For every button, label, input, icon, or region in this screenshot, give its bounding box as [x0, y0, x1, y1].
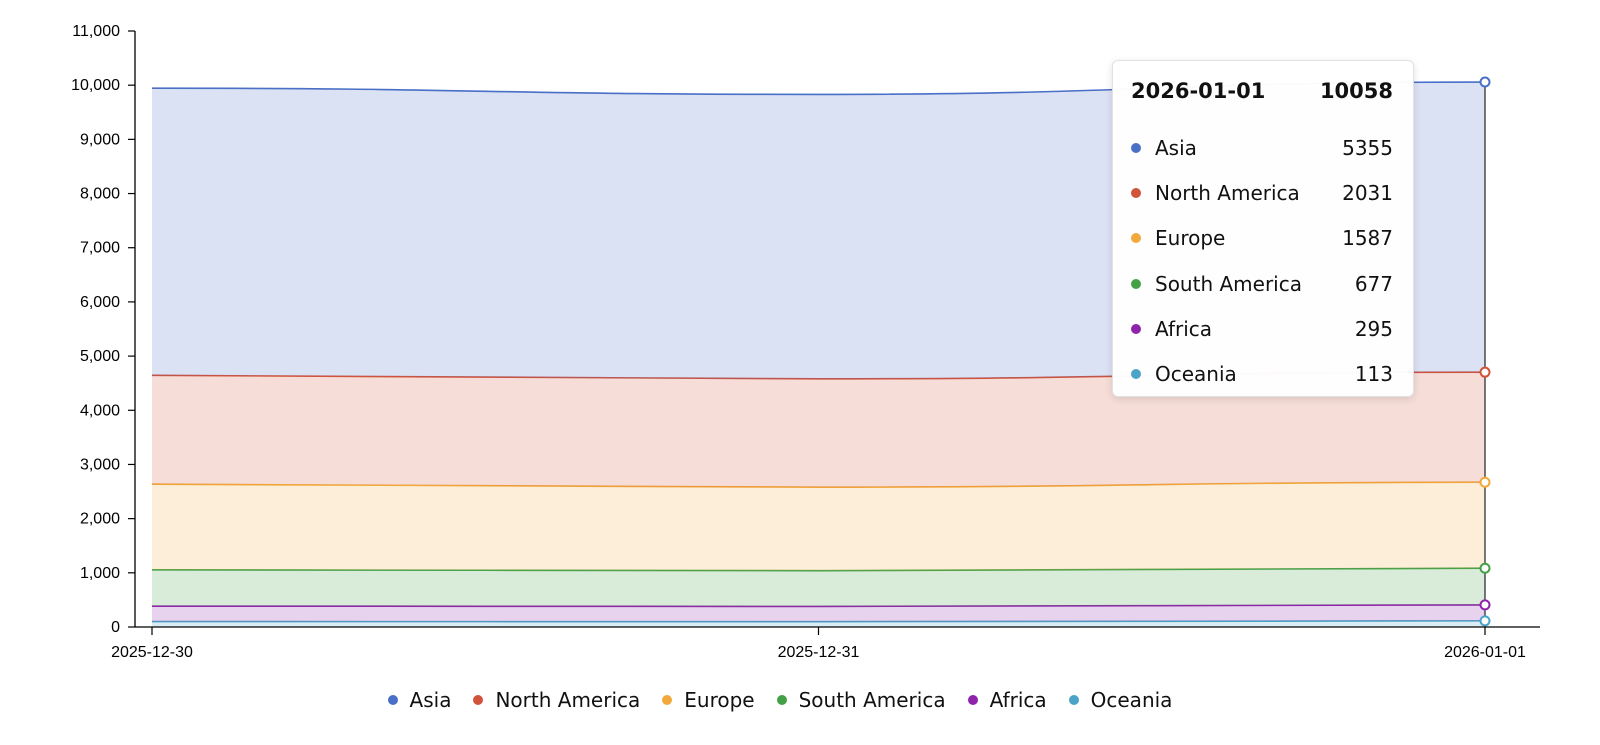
legend-dot [473, 695, 484, 705]
tooltip-series-dot [1131, 142, 1141, 153]
tooltip-series-name: Europe [1155, 226, 1226, 251]
tooltip-series-value: 677 [1354, 271, 1393, 296]
tooltip-series-value: 2031 [1342, 180, 1393, 205]
tooltip-series-dot [1131, 369, 1141, 380]
tooltip-row: South America 677 [1131, 261, 1393, 306]
legend-dot [1068, 695, 1079, 705]
y-tick-label: 5,000 [80, 348, 120, 365]
tooltip-series-name: Africa [1155, 316, 1213, 341]
y-tick-label: 1,000 [80, 565, 120, 582]
tooltip-series-name: North America [1155, 180, 1300, 205]
legend-item[interactable]: Asia [387, 688, 452, 712]
tooltip-header: 2026-01-01 10058 [1131, 79, 1393, 125]
hover-point-north-america [1479, 366, 1491, 378]
y-tick-label: 0 [111, 619, 120, 636]
y-tick-label: 9,000 [80, 131, 120, 148]
tooltip-series-value: 113 [1354, 362, 1393, 387]
legend-label: Europe [684, 688, 755, 712]
legend-dot [662, 695, 673, 705]
y-tick-label: 11,000 [72, 23, 120, 40]
hover-tooltip: 2026-01-01 10058 Asia 5355 North America 20… [1112, 60, 1414, 397]
legend-item[interactable]: Africa [967, 688, 1047, 712]
series-line-oceania [151, 620, 1486, 623]
tooltip-series-name: South America [1155, 271, 1302, 296]
hover-point-europe [1479, 476, 1491, 488]
x-tick-label: 2026-01-01 [1444, 644, 1526, 661]
legend-label: South America [798, 688, 946, 712]
series-line-africa [151, 604, 1486, 608]
legend-dot [776, 695, 787, 705]
legend-item[interactable]: South America [776, 688, 946, 712]
legend-dot [387, 695, 398, 705]
tooltip-series-value: 295 [1354, 316, 1393, 341]
series-line-europe [151, 481, 1486, 489]
hover-point-asia [1479, 76, 1491, 88]
x-tick-label: 2025-12-31 [778, 644, 860, 661]
area-south-america [152, 568, 1485, 607]
y-tick-label: 3,000 [80, 456, 120, 473]
tooltip-series-dot [1131, 233, 1141, 244]
y-tick-label: 7,000 [80, 240, 120, 257]
y-tick-label: 8,000 [80, 186, 120, 203]
legend-label: Africa [989, 688, 1047, 712]
legend-label: Oceania [1090, 688, 1173, 712]
tooltip-series-name: Oceania [1155, 362, 1237, 387]
tooltip-row: Asia 5355 [1131, 125, 1393, 170]
x-tick-label: 2025-12-30 [111, 644, 193, 661]
tooltip-series-dot [1131, 187, 1141, 198]
hover-point-south-america [1479, 562, 1491, 574]
y-tick-label: 4,000 [80, 402, 120, 419]
tooltip-total: 10058 [1319, 79, 1393, 103]
y-tick-label: 6,000 [80, 294, 120, 311]
tooltip-row: Oceania 113 [1131, 351, 1393, 396]
hover-point-africa [1479, 599, 1491, 611]
y-tick-label: 10,000 [71, 77, 120, 94]
tooltip-row: North America 2031 [1131, 170, 1393, 215]
area-north-america [152, 372, 1485, 488]
tooltip-series-dot [1131, 278, 1141, 289]
tooltip-series-name: Asia [1155, 135, 1197, 160]
legend-dot [967, 695, 978, 705]
tooltip-series-value: 1587 [1342, 226, 1393, 251]
tooltip-row: Africa 295 [1131, 306, 1393, 351]
tooltip-row: Europe 1587 [1131, 216, 1393, 261]
y-tick-label: 2,000 [80, 511, 120, 528]
tooltip-series-dot [1131, 323, 1141, 334]
chart-legend: Asia North America Europe South America Afri… [0, 688, 1560, 712]
area-europe [152, 482, 1485, 571]
legend-item[interactable]: Europe [662, 688, 755, 712]
legend-item[interactable]: North America [473, 688, 640, 712]
series-line-south-america [151, 567, 1486, 572]
legend-item[interactable]: Oceania [1068, 688, 1173, 712]
legend-label: North America [495, 688, 641, 712]
area-africa [152, 604, 1485, 622]
tooltip-series-value: 5355 [1342, 135, 1393, 160]
tooltip-date: 2026-01-01 [1131, 79, 1266, 103]
hover-point-oceania [1479, 615, 1491, 627]
legend-label: Asia [409, 688, 452, 712]
